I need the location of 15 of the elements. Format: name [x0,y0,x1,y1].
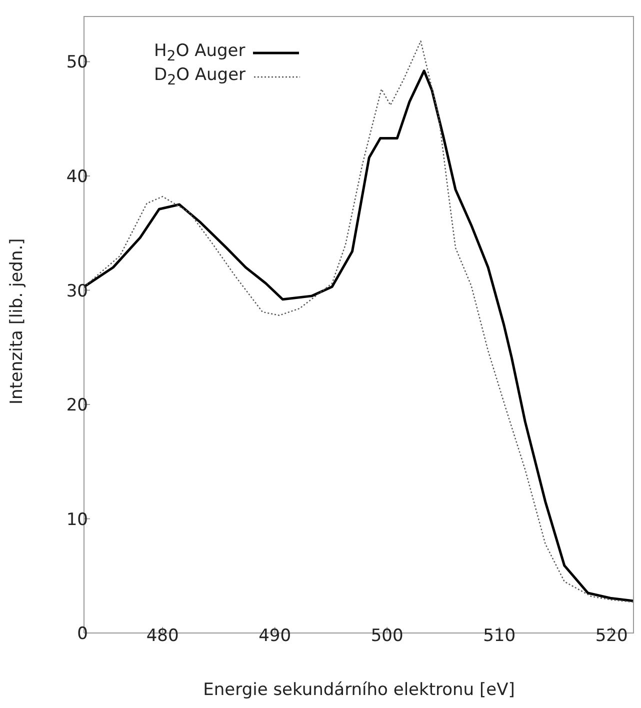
y-tick-label: 50 [66,52,88,73]
x-tick-label: 510 [483,626,516,646]
y-tick-label: 10 [66,510,88,530]
y-tick-label: 30 [66,281,88,302]
y-tick-label: 40 [66,167,88,187]
legend-label: D$_{2}$O Auger [154,65,246,89]
x-tick-label: 480 [146,626,179,646]
legend-label: H$_{2}$O Auger [154,41,246,65]
x-tick-label: 520 [595,626,628,646]
y-axis-title: Intenzita [lib. jedn.] [7,238,28,404]
x-tick-label: 500 [370,626,404,646]
y-tick-label: 20 [66,396,88,416]
x-tick-label: 490 [258,626,292,646]
x-axis-title: Energie sekundárního elektronu [eV] [203,680,515,700]
y-tick-label: 0 [77,624,88,644]
